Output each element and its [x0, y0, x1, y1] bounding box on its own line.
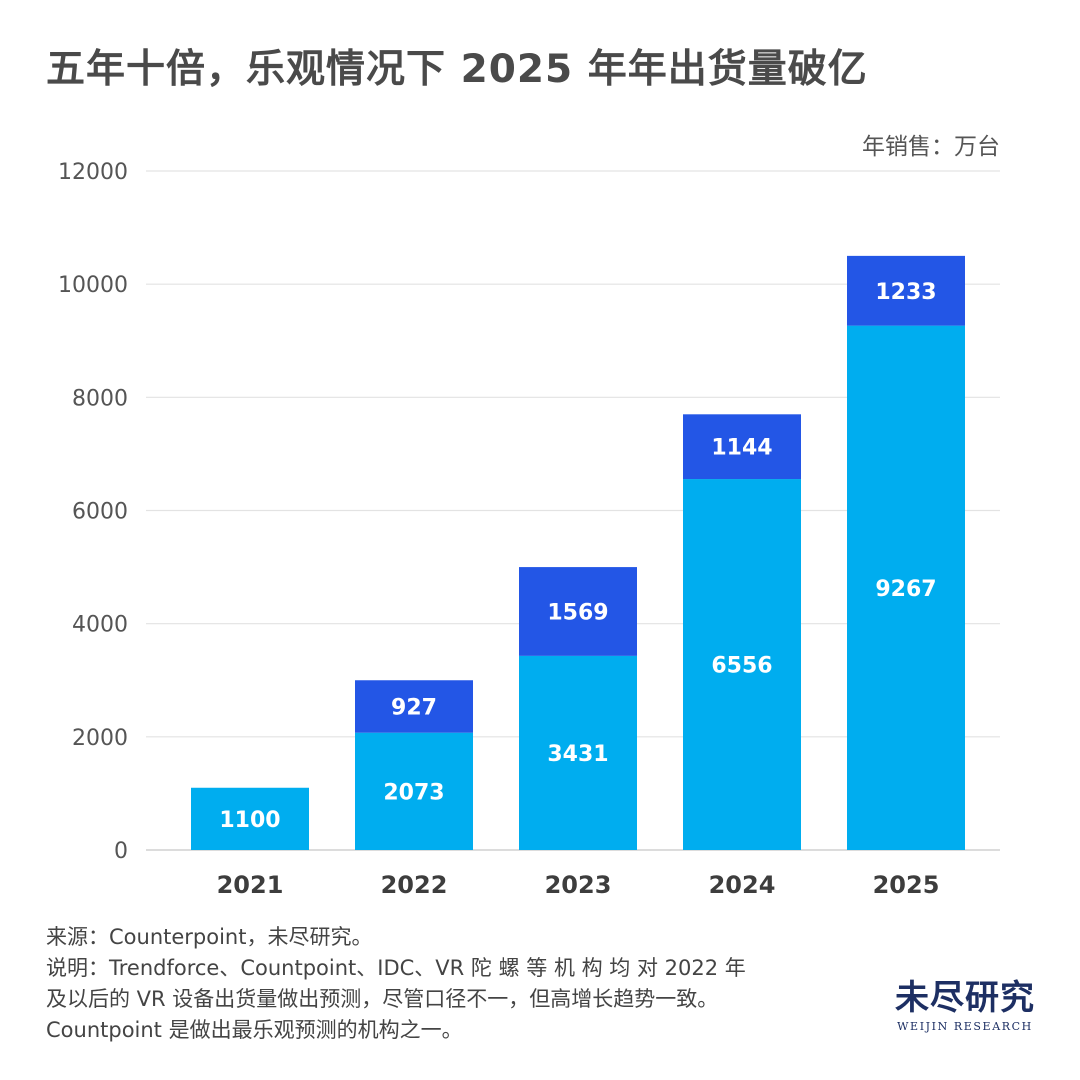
y-tick-label: 6000: [72, 500, 128, 525]
chart-title: 五年十倍，乐观情况下 2025 年年出货量破亿: [46, 47, 868, 92]
bar-value-label: 1233: [875, 280, 936, 305]
bar-value-label: 1100: [219, 808, 280, 833]
source-note: 来源：Counterpoint，未尽研究。: [46, 925, 373, 949]
bar-segment: [683, 479, 801, 850]
y-tick-label: 2000: [72, 726, 128, 751]
bar-segment: [519, 655, 637, 850]
y-tick-label: 8000: [72, 386, 128, 411]
y-tick-label: 12000: [58, 160, 128, 185]
bar-value-label: 1144: [711, 436, 772, 461]
bar-segment: [355, 732, 473, 850]
y-tick-label: 10000: [58, 273, 128, 298]
bar-value-label: 3431: [547, 742, 608, 767]
x-tick-label: 2023: [545, 871, 612, 899]
bar-segment: [355, 680, 473, 733]
bar-value-label: 9267: [875, 577, 936, 602]
logo-text-cn: 未尽研究: [895, 978, 1035, 1018]
y-tick-label: 0: [114, 839, 128, 864]
y-tick-label: 4000: [72, 613, 128, 638]
brand-logo: 未尽研究 WEIJIN RESEARCH: [890, 978, 1040, 1033]
footer-notes: 来源：Counterpoint，未尽研究。 说明：Trendforce、Coun…: [46, 922, 836, 1046]
bar-segment: [191, 787, 309, 850]
explanation-line-3: Countpoint 是做出最乐观预测的机构之一。: [46, 1018, 463, 1042]
bar-segment: [847, 325, 965, 851]
x-tick-label: 2025: [873, 871, 940, 899]
x-tick-label: 2021: [217, 871, 284, 899]
explanation-line-1: 说明：Trendforce、Countpoint、IDC、VR 陀 螺 等 机 …: [46, 956, 746, 980]
x-tick-label: 2022: [381, 871, 448, 899]
x-tick-label: 2024: [709, 871, 776, 899]
unit-label: 年销售：万台: [862, 134, 1000, 160]
bar-value-label: 1569: [547, 600, 608, 625]
bar-value-label: 927: [391, 695, 437, 720]
bar-value-label: 6556: [711, 654, 772, 679]
bar-value-label: 2073: [383, 780, 444, 805]
bar-chart: 0 2000 4000 6000 8000 10000 12000 1100 2021 2073 9…: [58, 160, 1000, 899]
bar-segment: [519, 567, 637, 656]
bar-segment: [683, 414, 801, 480]
bar-segment: [847, 255, 965, 326]
logo-text-en: WEIJIN RESEARCH: [897, 1020, 1033, 1033]
explanation-line-2: 及以后的 VR 设备出货量做出预测，尽管口径不一，但高增长趋势一致。: [46, 987, 719, 1011]
